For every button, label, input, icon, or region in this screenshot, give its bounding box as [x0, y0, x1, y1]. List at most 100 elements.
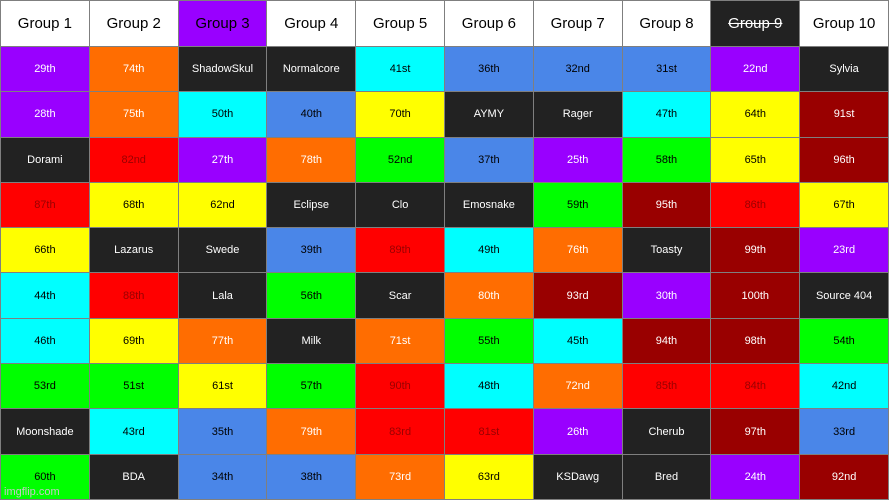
grid-cell: 43rd — [88, 408, 179, 455]
grid-cell: Swede — [177, 227, 268, 274]
grid-cell: 62nd — [177, 181, 268, 229]
grid-cell: 65th — [710, 136, 801, 183]
grid-cell: 74th — [88, 45, 179, 93]
grid-cell: 41st — [355, 45, 445, 93]
grid-cell: 27th — [177, 136, 268, 183]
grid-row: Moonshade 43rd 35th 79th 83rd 81st 26th Cherub 9… — [0, 408, 889, 455]
grid-cell: 59th — [532, 181, 623, 229]
grid-cell: 55th — [443, 317, 534, 365]
grid-cell: 71st — [355, 317, 445, 365]
grid-cell: 54th — [799, 317, 889, 365]
grid-cell: 52nd — [355, 136, 445, 183]
grid-cell: Bred — [621, 453, 712, 500]
grid-row: 28th 75th 50th 40th 70th AYMY Rager 47th 64th 91s… — [0, 91, 889, 138]
grid-cell: 70th — [355, 91, 445, 138]
grid-cell: 61st — [177, 363, 268, 410]
grid-cell: 42nd — [799, 363, 889, 410]
group-header-6: Group 6 — [443, 0, 534, 47]
grid-cell: 57th — [266, 363, 357, 410]
grid-cell: Source 404 — [799, 272, 889, 319]
grid-cell: 51st — [88, 363, 179, 410]
grid-cell: 80th — [443, 272, 534, 319]
grid-cell: 85th — [621, 363, 712, 410]
grid-cell: AYMY — [443, 91, 534, 138]
grid-cell: 37th — [443, 136, 534, 183]
grid-cell: BDA — [88, 453, 179, 500]
grid-cell: 28th — [0, 91, 90, 138]
grid-cell: 33rd — [799, 408, 889, 455]
grid-cell: 30th — [621, 272, 712, 319]
grid-cell: 64th — [710, 91, 801, 138]
grid-cell: Emosnake — [443, 181, 534, 229]
grid-cell: 69th — [88, 317, 179, 365]
grid-cell: 44th — [0, 272, 90, 319]
grid-row: 46th 69th 77th Milk 71st 55th 45th 94th 98th 54th — [0, 317, 889, 365]
grid-cell: 100th — [710, 272, 801, 319]
grid-cell: 29th — [0, 45, 90, 93]
grid-cell: 25th — [532, 136, 623, 183]
grid-cell: 47th — [621, 91, 712, 138]
grid-cell: 50th — [177, 91, 268, 138]
grid-cell: 98th — [710, 317, 801, 365]
group-header-2: Group 2 — [88, 0, 179, 47]
grid-cell: 56th — [266, 272, 357, 319]
group-header-9: Group 9 — [710, 0, 801, 47]
grid-cell: 78th — [266, 136, 357, 183]
group-header-3: Group 3 — [177, 0, 268, 47]
grid-cell: 34th — [177, 453, 268, 500]
grid-cell: 86th — [710, 181, 801, 229]
grid-body: 29th 74th ShadowSkul Normalcore 41st 36th 32nd… — [0, 45, 889, 500]
grid-cell: 60th — [0, 453, 90, 500]
grid-cell: 83rd — [355, 408, 445, 455]
grid-cell: 88th — [88, 272, 179, 319]
group-header-1: Group 1 — [0, 0, 90, 47]
grid-cell: 68th — [88, 181, 179, 229]
grid-row: 53rd 51st 61st 57th 90th 48th 72nd 85th 84th 42nd — [0, 363, 889, 410]
grid-cell: 96th — [799, 136, 889, 183]
grid-cell: 72nd — [532, 363, 623, 410]
grid-cell: Rager — [532, 91, 623, 138]
grid-cell: Eclipse — [266, 181, 357, 229]
grid-cell: 36th — [443, 45, 534, 93]
grid-cell: 90th — [355, 363, 445, 410]
grid-cell: Toasty — [621, 227, 712, 274]
group-header-8: Group 8 — [621, 0, 712, 47]
grid-row: 29th 74th ShadowSkul Normalcore 41st 36th 32nd… — [0, 45, 889, 93]
grid-cell: 63rd — [443, 453, 534, 500]
grid-row: 87th 68th 62nd Eclipse Clo Emosnake 59th 95th 86… — [0, 181, 889, 229]
grid-cell: Clo — [355, 181, 445, 229]
group-header-row: Group 1 Group 2 Group 3 Group 4 Group 5 Group… — [0, 0, 889, 47]
grid-cell: 82nd — [88, 136, 179, 183]
grid-cell: 22nd — [710, 45, 801, 93]
grid-cell: Scar — [355, 272, 445, 319]
grid-cell: 35th — [177, 408, 268, 455]
imgflip-watermark: imgflip.com — [4, 486, 60, 498]
grid-cell: 84th — [710, 363, 801, 410]
grid-cell: Lala — [177, 272, 268, 319]
grid-cell: Normalcore — [266, 45, 357, 93]
grid-cell: ShadowSkul — [177, 45, 268, 93]
grid-cell: 58th — [621, 136, 712, 183]
grid-cell: 31st — [621, 45, 712, 93]
grid-cell: 81st — [443, 408, 534, 455]
grid-cell: Milk — [266, 317, 357, 365]
grid-cell: 24th — [710, 453, 801, 500]
grid-cell: 48th — [443, 363, 534, 410]
grid-cell: 97th — [710, 408, 801, 455]
grid-cell: 46th — [0, 317, 90, 365]
grid-row: Dorami 82nd 27th 78th 52nd 37th 25th 58th 65th 96… — [0, 136, 889, 183]
grid-cell: Cherub — [621, 408, 712, 455]
group-header-7: Group 7 — [532, 0, 623, 47]
grid-cell: 38th — [266, 453, 357, 500]
grid-cell: KSDawg — [532, 453, 623, 500]
grid-cell: 77th — [177, 317, 268, 365]
grid-cell: 45th — [532, 317, 623, 365]
grid-cell: 40th — [266, 91, 357, 138]
grid-cell: 91st — [799, 91, 889, 138]
grid-cell: 49th — [443, 227, 534, 274]
grid-cell: Dorami — [0, 136, 90, 183]
grid-row: 66th Lazarus Swede 39th 89th 49th 76th Toasty 99… — [0, 227, 889, 274]
grid-cell: 23rd — [799, 227, 889, 274]
grid-cell: 75th — [88, 91, 179, 138]
